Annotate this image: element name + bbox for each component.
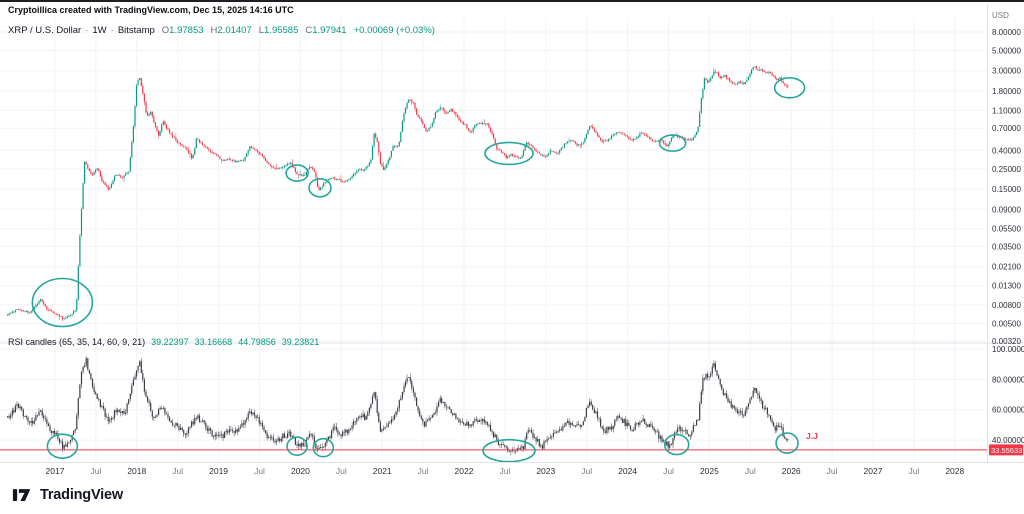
svg-text:Jul: Jul: [172, 466, 183, 476]
svg-text:0.00800: 0.00800: [992, 301, 1021, 310]
rsi-value-1: 39.22397: [151, 337, 189, 347]
rsi-axis-labels: 100.00000 80.00000 60.00000 40.00000: [992, 345, 1024, 445]
svg-text:0.15000: 0.15000: [992, 185, 1021, 194]
ellipse-annotation: [773, 77, 806, 99]
ellipse-annotation: [286, 436, 308, 457]
svg-text:Jul: Jul: [499, 466, 510, 476]
ellipse-annotation: [312, 437, 335, 458]
svg-text:0.02100: 0.02100: [992, 263, 1021, 272]
svg-text:Jul: Jul: [663, 466, 674, 476]
svg-text:3.00000: 3.00000: [992, 67, 1021, 76]
pane-dividers: [0, 4, 1024, 463]
svg-text:5.00000: 5.00000: [992, 47, 1021, 56]
rsi-level-badge: 33.55633: [989, 444, 1023, 456]
svg-text:80.00000: 80.00000: [992, 375, 1024, 384]
svg-text:0.70000: 0.70000: [992, 124, 1021, 133]
svg-text:Jul: Jul: [908, 466, 919, 476]
svg-text:0.00500: 0.00500: [992, 319, 1021, 328]
ellipse-annotation: [484, 141, 534, 166]
interval-label[interactable]: 1W: [92, 25, 107, 36]
close-value: C1.97941: [305, 25, 347, 36]
svg-text:60.00000: 60.00000: [992, 406, 1024, 415]
svg-text:0.01300: 0.01300: [992, 282, 1021, 291]
separator-dot: ·: [85, 25, 89, 36]
svg-text:33.55633: 33.55633: [991, 446, 1022, 455]
level-line-text[interactable]: J.J: [806, 431, 818, 441]
price-pane-candles: [7, 65, 789, 322]
svg-text:2018: 2018: [127, 466, 146, 476]
svg-text:USD: USD: [992, 11, 1009, 20]
rsi-indicator-legend[interactable]: RSI candles (65, 35, 14, 60, 9, 21) 39.2…: [8, 337, 319, 347]
svg-text:2023: 2023: [536, 466, 555, 476]
svg-text:Jul: Jul: [745, 466, 756, 476]
rsi-pane-candles: [7, 356, 789, 456]
time-axis-labels[interactable]: 2017 Jul 2018 Jul 2019 Jul 2020 Jul 2021 Jul 2022 J…: [46, 466, 965, 476]
svg-text:2028: 2028: [945, 466, 964, 476]
svg-text:40.00000: 40.00000: [992, 436, 1024, 445]
tradingview-wordmark: TradingView: [40, 487, 123, 503]
svg-text:Jul: Jul: [336, 466, 347, 476]
ellipse-annotation: [46, 433, 79, 460]
symbol-legend[interactable]: XRP / U.S. Dollar · 1W · Bitstamp O1.978…: [8, 25, 435, 36]
svg-text:0.25000: 0.25000: [992, 165, 1021, 174]
svg-text:2027: 2027: [864, 466, 883, 476]
svg-text:Jul: Jul: [418, 466, 429, 476]
rsi-value-3: 44.79856: [238, 337, 276, 347]
svg-text:Jul: Jul: [827, 466, 838, 476]
low-value: L1.95585: [258, 25, 299, 36]
svg-text:2019: 2019: [209, 466, 228, 476]
ellipse-annotation: [31, 277, 94, 328]
ellipse-annotation: [775, 432, 799, 454]
svg-text:1.80000: 1.80000: [992, 87, 1021, 96]
svg-text:2022: 2022: [455, 466, 474, 476]
creator-watermark: Cryptoillica created with TradingView.co…: [8, 5, 294, 15]
svg-text:Jul: Jul: [90, 466, 101, 476]
svg-text:0.40000: 0.40000: [992, 146, 1021, 155]
open-value: O1.97853: [161, 25, 204, 36]
svg-text:2017: 2017: [46, 466, 65, 476]
rsi-indicator-title[interactable]: RSI candles (65, 35, 14, 60, 9, 21): [8, 337, 146, 347]
change-label: +0.00069 (+0.03%): [353, 25, 435, 36]
svg-text:0.09000: 0.09000: [992, 205, 1021, 214]
svg-text:2026: 2026: [782, 466, 801, 476]
svg-text:2020: 2020: [291, 466, 310, 476]
ellipse-annotation: [285, 164, 309, 182]
price-axis-labels: USD 8.00000 5.00000 3.00000 1.80000 1.10000 0.…: [992, 11, 1021, 346]
svg-text:2021: 2021: [373, 466, 392, 476]
svg-text:0.03500: 0.03500: [992, 243, 1021, 252]
high-value: H2.01407: [210, 25, 252, 36]
svg-text:Jul: Jul: [254, 466, 265, 476]
ellipse-annotation: [308, 178, 332, 198]
separator-dot: ·: [110, 25, 114, 36]
exchange-label[interactable]: Bitstamp: [117, 25, 155, 36]
rsi-value-4: 39.23821: [281, 337, 320, 347]
svg-text:0.00320: 0.00320: [992, 337, 1021, 346]
tradingview-branding[interactable]: TradingView: [12, 487, 123, 503]
svg-text:8.00000: 8.00000: [992, 28, 1021, 37]
symbol-name[interactable]: XRP / U.S. Dollar: [8, 25, 82, 36]
svg-text:2024: 2024: [618, 466, 637, 476]
svg-text:0.05500: 0.05500: [992, 225, 1021, 234]
svg-text:100.00000: 100.00000: [992, 345, 1024, 354]
tradingview-logo-icon: [12, 488, 31, 501]
ellipse-annotation: [482, 438, 536, 463]
rsi-value-2: 33.16668: [194, 337, 233, 347]
ellipse-annotation: [658, 134, 687, 152]
svg-text:1.10000: 1.10000: [992, 106, 1021, 115]
svg-text:2025: 2025: [700, 466, 719, 476]
ellipse-annotation: [663, 433, 690, 456]
ellipse-annotations[interactable]: [31, 77, 806, 463]
grid-lines: [0, 18, 987, 462]
svg-text:Jul: Jul: [581, 466, 592, 476]
